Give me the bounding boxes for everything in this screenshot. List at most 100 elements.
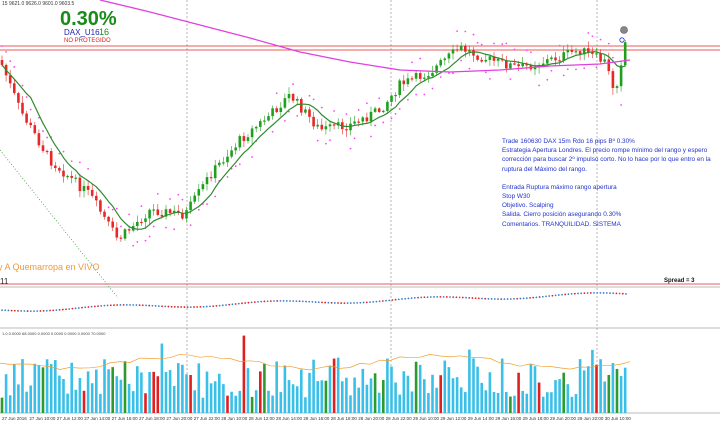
- oscillator-dot: [295, 300, 298, 303]
- psar-dot: [169, 198, 172, 200]
- psar-dot: [460, 59, 463, 62]
- candle-body: [144, 218, 147, 222]
- candle-body: [468, 50, 471, 52]
- oscillator-dot: [481, 297, 483, 300]
- volume-bar: [410, 391, 414, 413]
- candle-body: [25, 113, 28, 123]
- oscillator-label: 11: [0, 277, 9, 286]
- volume-bar: [82, 390, 86, 413]
- candle-body: [17, 93, 20, 103]
- oscillator-dot: [522, 297, 525, 300]
- candle-body: [324, 126, 328, 130]
- psar-dot: [111, 208, 114, 211]
- oscillator-dot: [317, 301, 320, 304]
- oscillator-dot: [497, 298, 499, 300]
- oscillator-dot: [375, 300, 378, 303]
- candle-body: [115, 227, 119, 238]
- volume-bar: [435, 387, 438, 413]
- volume-bar: [25, 391, 28, 413]
- candle-body: [111, 221, 114, 228]
- time-axis-tick: 27 Jun 14:00: [84, 416, 111, 421]
- candle-body: [427, 76, 430, 78]
- psar-dot: [9, 60, 12, 63]
- volume-bar: [103, 359, 106, 413]
- oscillator-dot: [388, 299, 391, 302]
- psar-dot: [214, 195, 217, 198]
- candle-body: [197, 189, 201, 196]
- oscillator-dot: [612, 292, 615, 295]
- psar-dot: [468, 67, 471, 70]
- volume-bar: [160, 343, 164, 413]
- volume-bar: [328, 365, 332, 413]
- candle-body: [390, 95, 393, 102]
- oscillator-dot: [177, 306, 179, 308]
- oscillator-dot: [586, 292, 589, 294]
- candle-body: [103, 211, 106, 217]
- candle-body: [505, 60, 508, 69]
- candle-body: [320, 124, 324, 130]
- candle-body: [95, 195, 98, 201]
- psar-dot: [226, 176, 229, 178]
- time-axis-tick: 29 Jun 10:00: [413, 416, 440, 421]
- watermark-text: y A Quemarropa en VIVO: [0, 262, 100, 272]
- psar-dot: [333, 110, 335, 112]
- candle-body: [562, 52, 565, 61]
- candle-body: [488, 56, 492, 60]
- oscillator-dot: [324, 301, 327, 304]
- volume-bar: [541, 396, 545, 413]
- volume-bar: [111, 367, 114, 413]
- candle-body: [418, 73, 422, 79]
- volume-bar: [115, 376, 119, 413]
- volume-bar: [136, 366, 139, 413]
- oscillator-dot: [461, 296, 464, 299]
- oscillator-dot: [257, 300, 259, 303]
- candle-body: [123, 229, 127, 239]
- oscillator-dot: [173, 305, 176, 308]
- time-axis-tick: 27 Jun 2016: [2, 416, 27, 421]
- oscillator-dot: [20, 310, 23, 312]
- trade-note-stop: Stop W30: [502, 193, 531, 201]
- volume-bar: [152, 371, 155, 413]
- oscillator-dot: [442, 296, 445, 298]
- time-axis-tick: 29 Jun 22:00: [577, 416, 604, 421]
- volume-bar: [13, 364, 16, 413]
- candle-body: [164, 209, 168, 217]
- oscillator-dot: [141, 304, 144, 307]
- volume-bar: [525, 393, 529, 413]
- volume-bar: [533, 366, 537, 413]
- volume-bar: [74, 389, 78, 413]
- trade-note-exit: Salida. Cierro posición asegurando 0.30%: [502, 211, 622, 219]
- volume-bar: [8, 395, 12, 413]
- oscillator-dot: [97, 305, 99, 307]
- time-axis-tick: 28 Jun 10:00: [221, 416, 248, 421]
- volume-bar: [144, 393, 147, 413]
- oscillator-dot: [196, 306, 199, 308]
- oscillator-dot: [26, 310, 29, 312]
- oscillator-dot: [417, 296, 419, 299]
- volume-bar: [431, 374, 434, 413]
- volume-bar: [308, 372, 311, 413]
- time-axis-tick: 29 Jun 18:00: [522, 416, 549, 421]
- oscillator-dot: [225, 304, 227, 306]
- symbol-label: DAX_U16: [64, 28, 100, 37]
- psar-dot: [79, 161, 81, 164]
- oscillator-dot: [493, 298, 496, 300]
- oscillator-dot: [359, 301, 362, 304]
- volume-bar: [332, 358, 336, 413]
- candle-body: [414, 73, 418, 79]
- psar-dot: [480, 43, 483, 46]
- oscillator-dot: [161, 305, 163, 308]
- candle-body: [578, 51, 582, 55]
- candle-body: [160, 214, 164, 217]
- volume-bar: [291, 384, 295, 413]
- candle-body: [74, 177, 78, 179]
- candle-body: [267, 116, 270, 121]
- candle-body: [312, 116, 315, 127]
- psar-dot: [275, 92, 278, 95]
- candle-body: [8, 75, 12, 84]
- oscillator-dot: [218, 304, 221, 307]
- candle-body: [172, 210, 176, 214]
- candle-body: [345, 129, 348, 131]
